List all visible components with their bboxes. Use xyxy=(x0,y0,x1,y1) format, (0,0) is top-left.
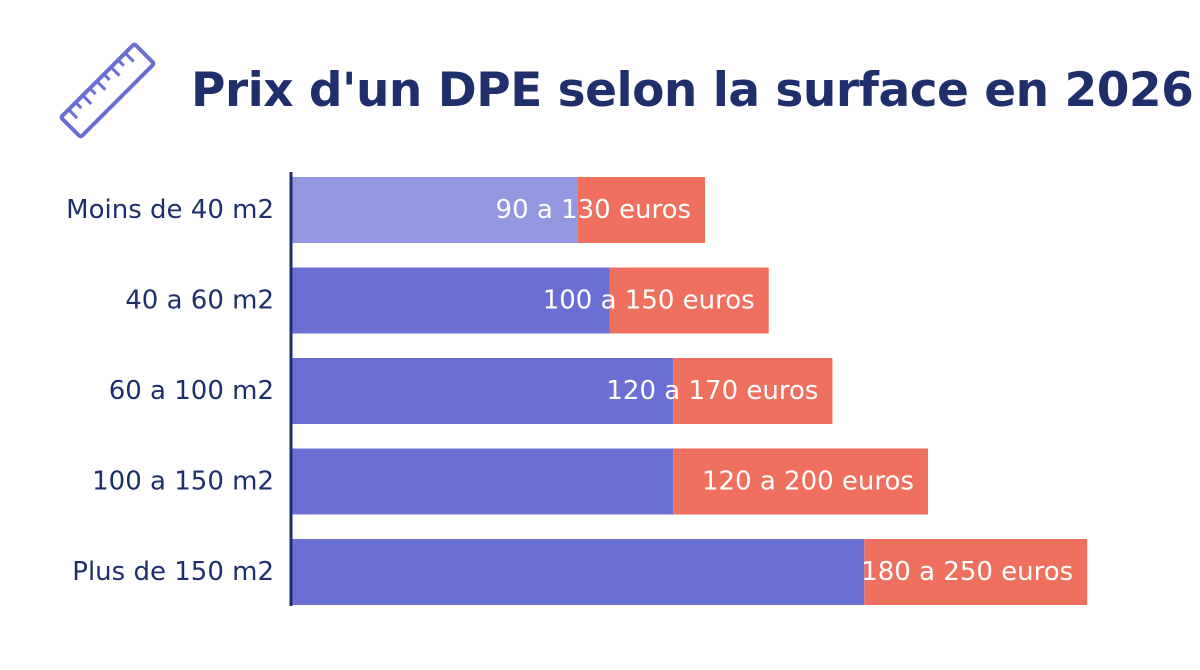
price-range-label: 120 a 200 euros xyxy=(702,467,914,497)
min-price-bar xyxy=(291,539,865,605)
min-price-bar xyxy=(291,448,674,515)
chart-header: Prix d'un DPE selon la surface en 2026 xyxy=(50,30,1194,150)
category-label: Plus de 150 m2 xyxy=(72,557,274,587)
category-label: 100 a 150 m2 xyxy=(92,467,274,497)
category-label: Moins de 40 m2 xyxy=(66,195,274,225)
min-price-bar xyxy=(291,267,610,334)
category-label: 60 a 100 m2 xyxy=(109,376,274,406)
price-range-bar xyxy=(609,267,769,334)
price-range-bar xyxy=(673,358,833,424)
price-range-label: 90 a 130 euros xyxy=(496,195,691,225)
min-price-bar xyxy=(291,358,674,424)
price-range-bar xyxy=(673,448,928,515)
ruler-icon xyxy=(59,42,156,138)
price-range-bar xyxy=(864,539,1088,605)
chart-title: Prix d'un DPE selon la surface en 2026 xyxy=(191,62,1194,118)
price-range-label: 120 a 170 euros xyxy=(606,376,818,406)
price-range-label: 180 a 250 euros xyxy=(861,557,1073,587)
price-range-bar xyxy=(577,177,706,243)
price-range-label: 100 a 150 euros xyxy=(543,286,755,316)
min-price-bar xyxy=(291,177,578,243)
category-label: 40 a 60 m2 xyxy=(125,286,274,316)
